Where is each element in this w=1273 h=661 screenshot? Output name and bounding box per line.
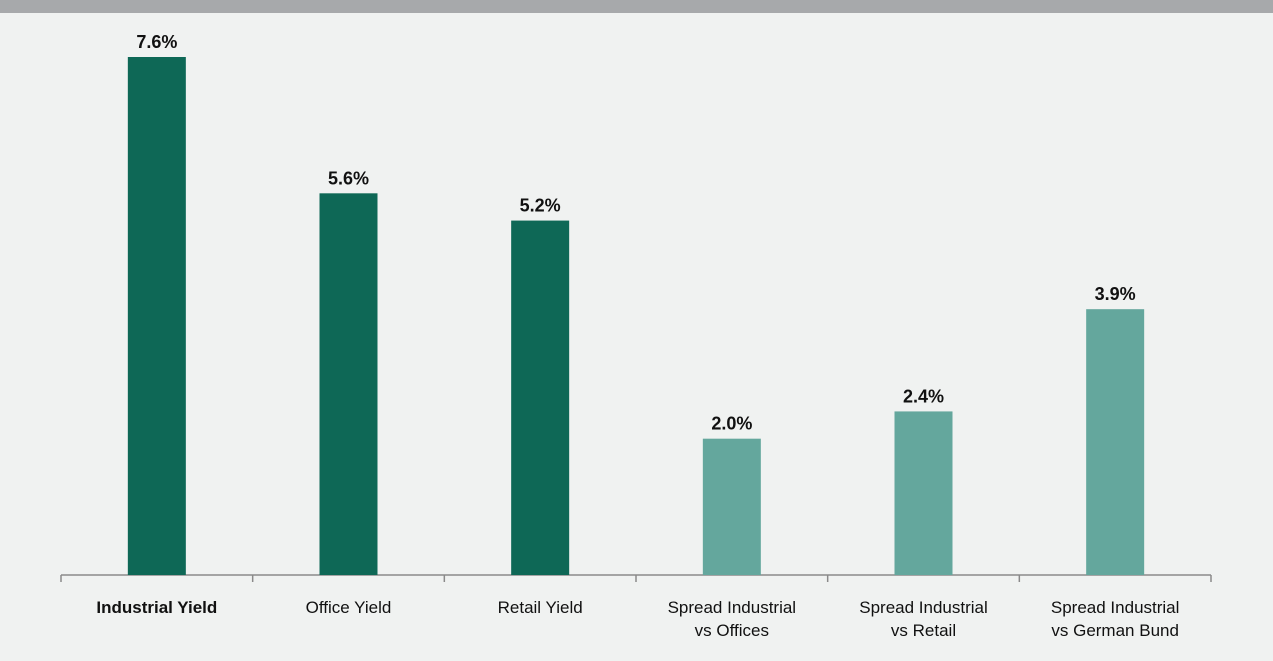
bar	[702, 438, 761, 575]
data-label: 3.9%	[1095, 284, 1136, 304]
data-label: 2.4%	[903, 386, 944, 406]
data-label: 2.0%	[711, 414, 752, 434]
data-label: 5.6%	[328, 168, 369, 188]
bar	[1086, 309, 1145, 575]
bar	[894, 411, 953, 575]
x-tick-label: Office Yield	[306, 598, 392, 617]
data-label: 7.6%	[136, 32, 177, 52]
x-tick-label: Spread Industrial vs Retail	[859, 598, 988, 640]
x-tick-label: Spread Industrial vs German Bund	[1051, 598, 1180, 640]
bar	[319, 193, 378, 575]
bar	[127, 57, 186, 575]
top-band	[0, 0, 1273, 13]
data-label: 5.2%	[520, 196, 561, 216]
x-tick-label: Industrial Yield	[96, 598, 217, 617]
x-tick-label: Retail Yield	[498, 598, 583, 617]
bar	[511, 220, 570, 575]
x-tick-label: Spread Industrial vs Offices	[668, 598, 797, 640]
